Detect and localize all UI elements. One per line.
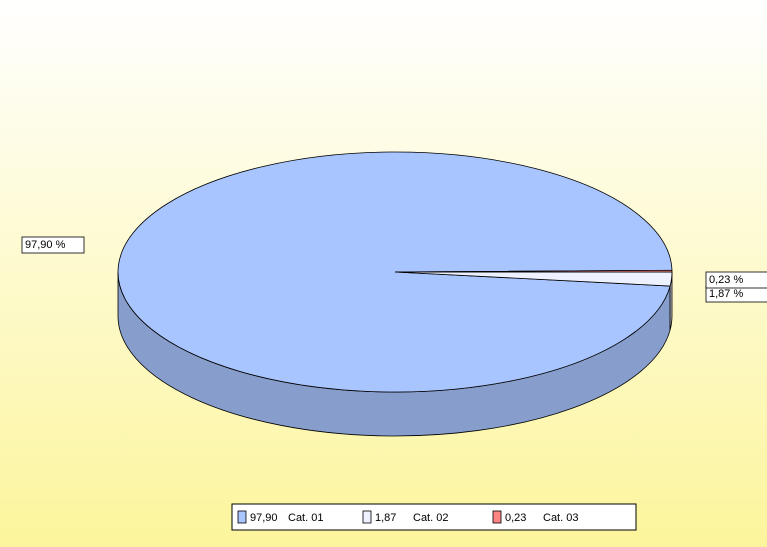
legend-label: Cat. 02 — [413, 512, 448, 524]
legend-label: Cat. 01 — [288, 512, 323, 524]
pie — [117, 151, 673, 437]
data-label: 1,87 % — [709, 288, 743, 300]
legend-swatch — [492, 510, 502, 524]
data-labels: 97,90 % 1,87 % 0,23 % — [21, 236, 767, 303]
legend-box — [231, 503, 637, 531]
data-label-box — [705, 271, 767, 289]
data-label: 0,23 % — [709, 274, 743, 286]
legend: 97,90 Cat. 01 1,87 Cat. 02 0,23 Cat. 03 — [237, 510, 578, 524]
data-label-box — [21, 236, 85, 254]
legend-value: 0,23 — [505, 512, 526, 524]
legend-label: Cat. 03 — [543, 512, 578, 524]
slice — [394, 269, 673, 273]
legend-value: 97,90 — [250, 512, 278, 524]
legend-swatch — [237, 510, 247, 524]
legend-value: 1,87 — [375, 512, 396, 524]
legend-swatch — [362, 510, 372, 524]
data-label: 97,90 % — [25, 239, 66, 251]
